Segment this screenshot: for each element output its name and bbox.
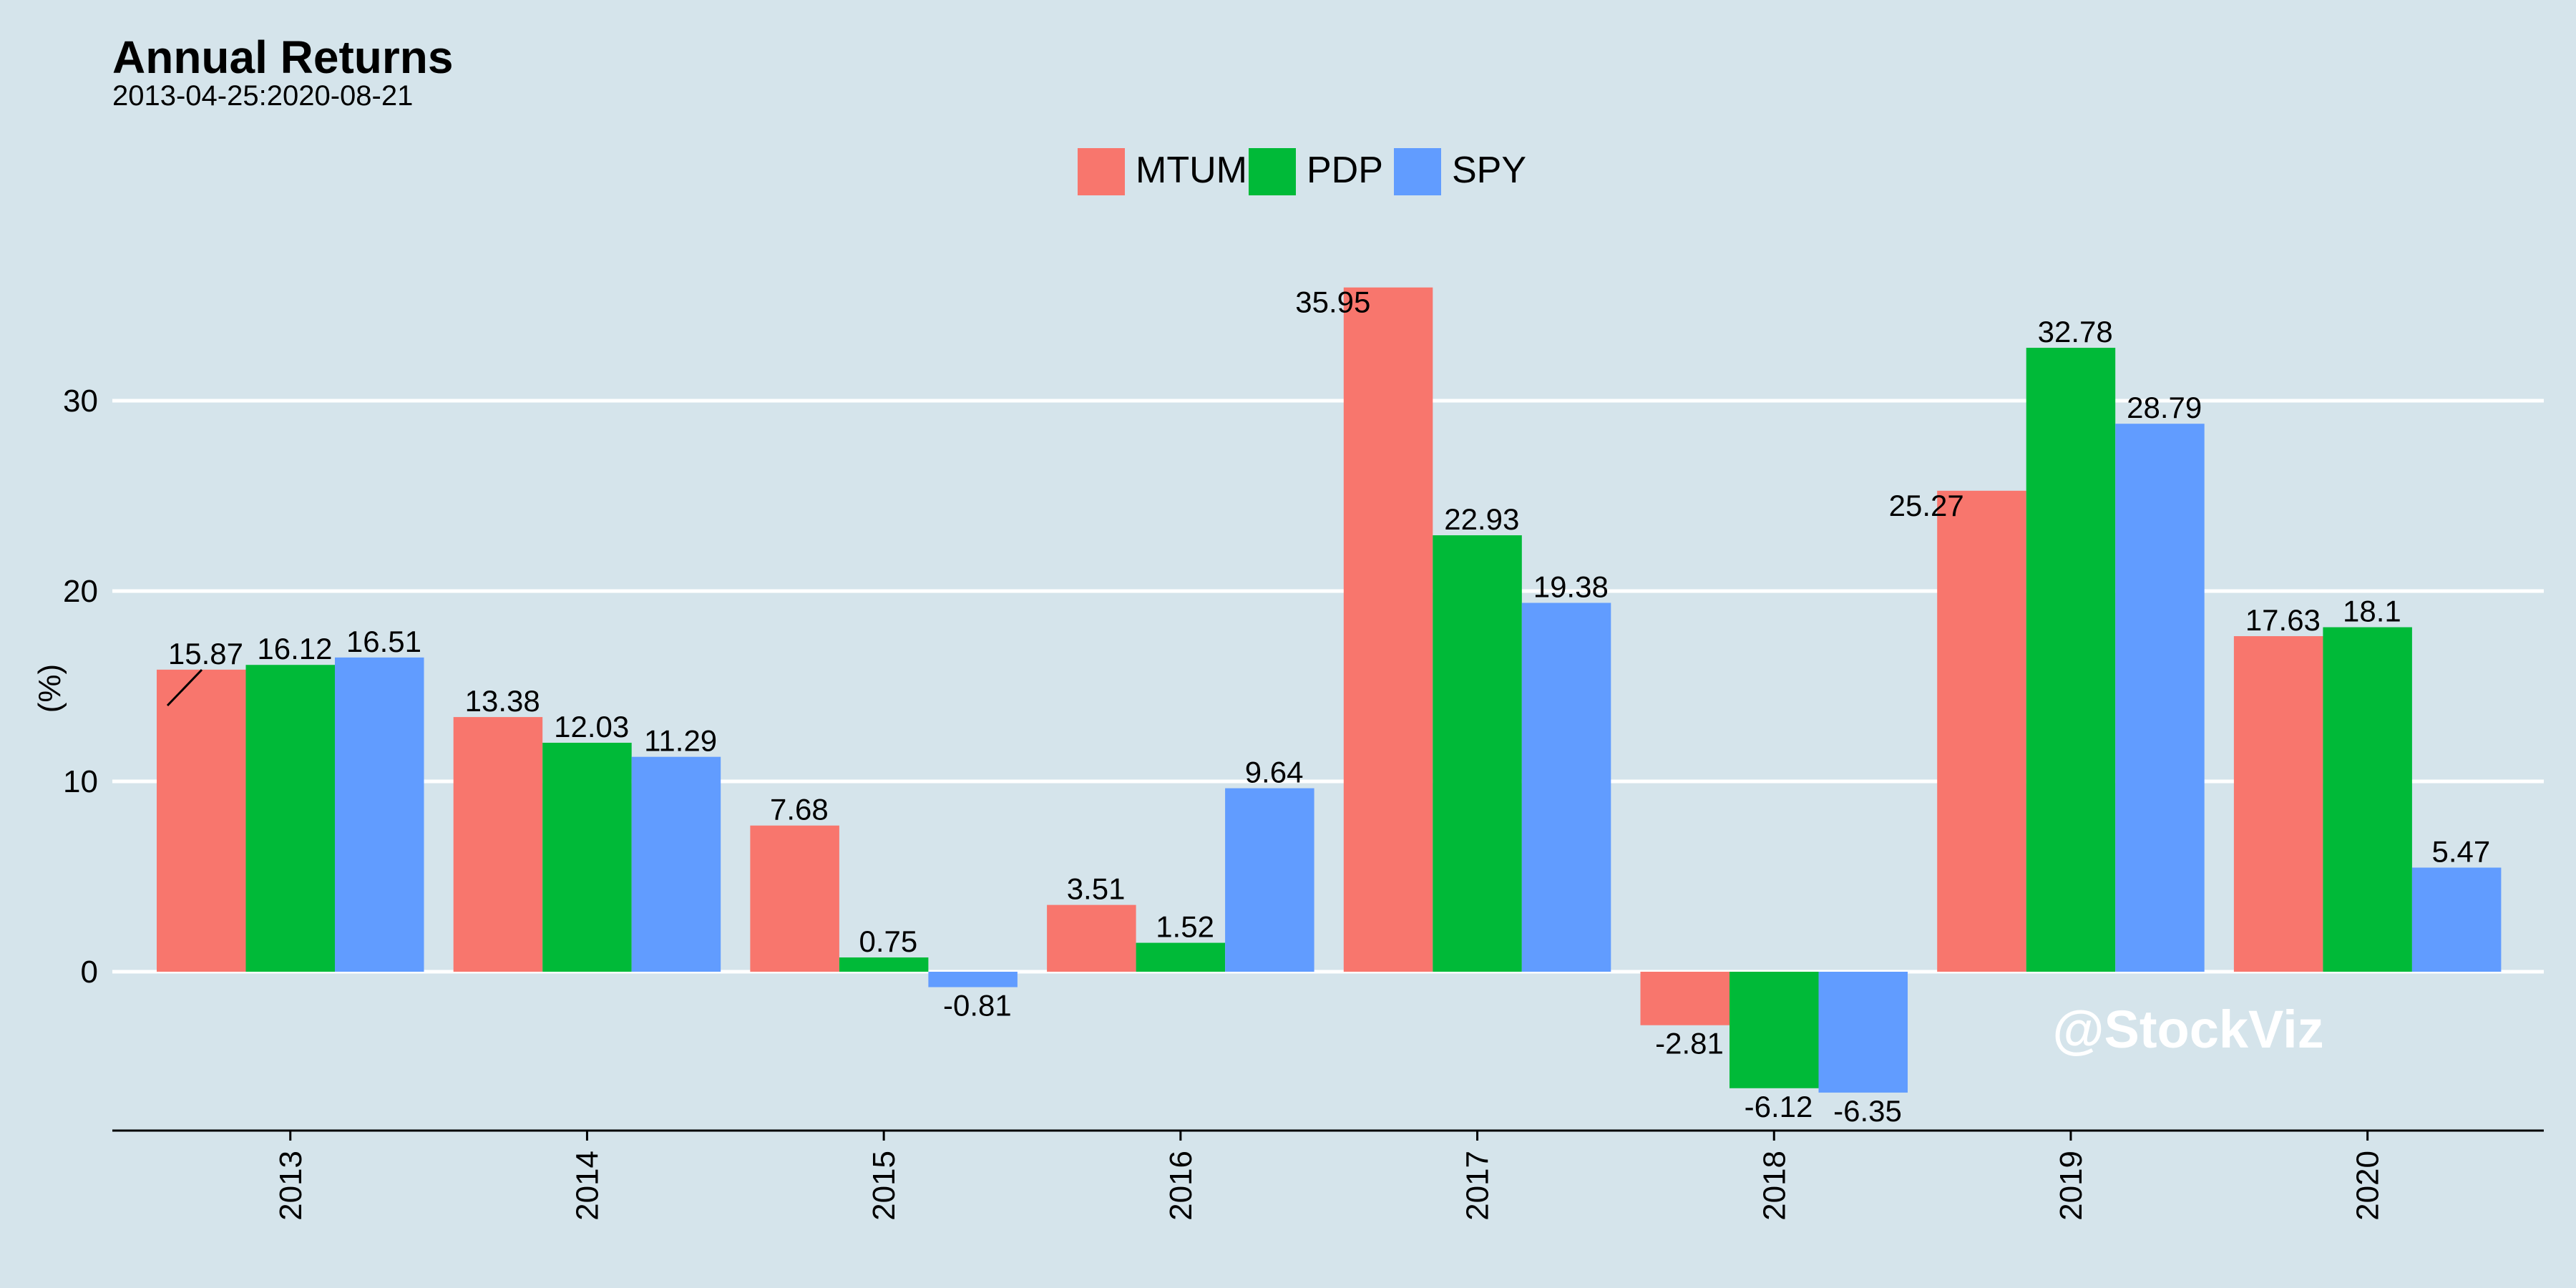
legend: MTUM PDP SPY xyxy=(1078,148,1526,195)
bar-mtum-2015 xyxy=(750,825,839,972)
bar-spy-2020 xyxy=(2411,867,2502,972)
data-label-spy-2017: 19.38 xyxy=(1533,570,1609,603)
bar-mtum-2018 xyxy=(1640,972,1729,1025)
y-tick-label-0: 0 xyxy=(81,955,98,990)
bar-spy-2018 xyxy=(1818,972,1908,1093)
data-label-spy-2013: 16.51 xyxy=(346,625,421,658)
data-label-mtum-2017: 35.95 xyxy=(1295,286,1370,319)
data-label-mtum-2015: 7.68 xyxy=(770,793,829,826)
data-label-pdp-2019: 32.78 xyxy=(2038,315,2113,348)
x-tick-label-2014: 2014 xyxy=(570,1151,605,1221)
bar-pdp-2015 xyxy=(839,957,929,972)
bar-mtum-2013 xyxy=(157,669,246,972)
y-axis-label: (%) xyxy=(32,664,67,713)
bar-pdp-2019 xyxy=(2026,348,2116,972)
data-labels: 15.87 16.12 16.51 13.38 12.03 11.29 7.68 0.75 -0… xyxy=(166,286,2491,1128)
x-tick-label-2016: 2016 xyxy=(1163,1151,1199,1221)
data-label-mtum-2020: 17.63 xyxy=(2245,603,2321,637)
bar-mtum-2016 xyxy=(1047,904,1136,972)
legend-key-pdp xyxy=(1249,148,1296,195)
data-label-pdp-2020: 18.1 xyxy=(2343,595,2401,628)
watermark: @StockViz xyxy=(2052,1000,2323,1059)
data-label-pdp-2017: 22.93 xyxy=(1444,502,1519,536)
data-label-pdp-2013: 16.12 xyxy=(257,632,332,665)
data-label-spy-2015: -0.81 xyxy=(943,989,1012,1023)
x-tick-label-2015: 2015 xyxy=(867,1151,902,1221)
legend-label-spy: SPY xyxy=(1452,150,1526,191)
data-label-mtum-2014: 13.38 xyxy=(465,684,540,718)
x-tick-label-2018: 2018 xyxy=(1757,1151,1792,1221)
data-label-mtum-2019: 25.27 xyxy=(1889,489,1964,522)
legend-key-mtum xyxy=(1078,148,1125,195)
bar-pdp-2018 xyxy=(1729,972,1819,1088)
y-tick-label-10: 10 xyxy=(63,764,98,799)
x-tick-label-2013: 2013 xyxy=(273,1151,308,1221)
chart-subtitle: 2013-04-25:2020-08-21 xyxy=(112,80,413,112)
data-label-spy-2016: 9.64 xyxy=(1245,756,1304,789)
y-tick-label-20: 20 xyxy=(63,574,98,609)
bar-spy-2017 xyxy=(1521,602,1611,972)
data-label-spy-2019: 28.79 xyxy=(2127,391,2202,424)
bar-mtum-2017 xyxy=(1343,287,1433,972)
data-label-pdp-2016: 1.52 xyxy=(1156,910,1214,944)
label-leader-line xyxy=(166,668,203,707)
bar-spy-2019 xyxy=(2115,424,2205,972)
bar-pdp-2017 xyxy=(1433,535,1522,972)
data-label-mtum-2016: 3.51 xyxy=(1067,872,1126,906)
bars xyxy=(157,287,2502,1093)
bar-spy-2013 xyxy=(335,657,424,972)
bar-mtum-2014 xyxy=(453,717,543,972)
chart-title: Annual Returns xyxy=(112,31,453,83)
legend-label-mtum: MTUM xyxy=(1136,150,1247,191)
bar-spy-2014 xyxy=(631,756,721,972)
data-label-pdp-2014: 12.03 xyxy=(554,710,629,743)
bar-pdp-2020 xyxy=(2323,627,2412,972)
bar-mtum-2020 xyxy=(2233,636,2323,972)
x-tick-label-2020: 2020 xyxy=(2351,1151,2386,1221)
data-label-spy-2020: 5.47 xyxy=(2432,834,2491,868)
bar-spy-2016 xyxy=(1225,788,1314,972)
x-tick-label-2019: 2019 xyxy=(2054,1151,2089,1221)
y-tick-label-30: 30 xyxy=(63,384,98,419)
bar-pdp-2014 xyxy=(542,743,632,972)
data-label-spy-2018: -6.35 xyxy=(1833,1094,1902,1128)
axes: 0 10 20 30 2013 2014 2015 2016 2017 2018 2019 2020 xyxy=(63,384,2544,1221)
bar-pdp-2016 xyxy=(1136,942,1226,972)
data-label-spy-2014: 11.29 xyxy=(644,724,717,758)
legend-label-pdp: PDP xyxy=(1307,150,1383,191)
legend-key-spy xyxy=(1394,148,1441,195)
data-label-pdp-2018: -6.12 xyxy=(1745,1090,1813,1123)
bar-pdp-2013 xyxy=(245,665,335,972)
bar-spy-2015 xyxy=(928,972,1018,987)
x-tick-label-2017: 2017 xyxy=(1460,1151,1496,1221)
data-label-mtum-2018: -2.81 xyxy=(1655,1027,1724,1060)
data-label-mtum-2013: 15.87 xyxy=(168,637,243,670)
data-label-pdp-2015: 0.75 xyxy=(859,924,918,958)
bar-mtum-2019 xyxy=(1937,490,2026,972)
